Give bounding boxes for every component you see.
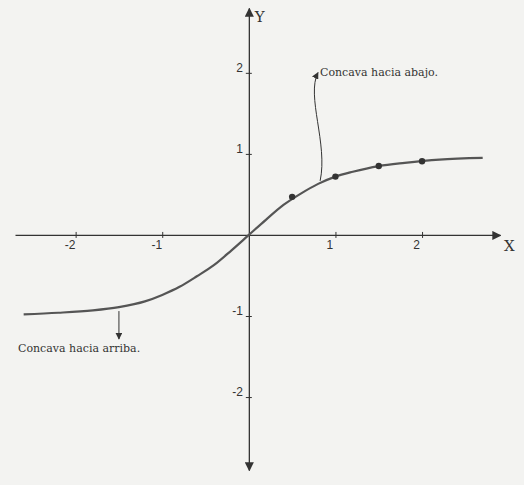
- point: [289, 194, 295, 200]
- x-tick-label: -2: [65, 238, 76, 252]
- y-tick: -2: [232, 385, 252, 399]
- y-tick: 2: [236, 61, 252, 75]
- x-tick-mark: [422, 232, 423, 238]
- y-tick-mark: [246, 397, 252, 398]
- x-tick-label: -1: [151, 238, 162, 252]
- y-tick-mark: [246, 73, 252, 74]
- x-tick-mark: [76, 232, 77, 238]
- leader-line: [314, 73, 322, 181]
- y-tick-label: 2: [236, 61, 243, 75]
- x-tick-label: 2: [413, 238, 420, 252]
- x-tick-mark: [335, 232, 336, 238]
- curve: [24, 158, 483, 314]
- leader-line: [118, 311, 119, 339]
- y-tick: 1: [236, 142, 252, 156]
- x-axis: -2 -1 1 2: [16, 232, 501, 253]
- x-tick: 1: [327, 232, 336, 253]
- y-tick: -1: [232, 304, 252, 318]
- y-tick-label: 1: [236, 142, 243, 156]
- point: [419, 158, 425, 164]
- x-axis-title: X: [504, 237, 515, 255]
- y-tick-mark: [246, 316, 252, 317]
- chart: -2 -1 1 2 -2 -1 1 2 X Y Concava hacia abajo. Concav…: [0, 0, 524, 485]
- x-axis-line: [16, 235, 501, 236]
- point: [376, 163, 382, 169]
- y-axis: -2 -1 1 2: [232, 9, 252, 471]
- x-tick: -2: [65, 232, 76, 253]
- y-tick-label: -1: [232, 304, 243, 318]
- point: [332, 173, 338, 179]
- plot-area: [24, 158, 483, 314]
- x-tick-label: 1: [327, 238, 334, 252]
- annotation: Concava hacia abajo.: [320, 66, 438, 79]
- x-tick: 2: [413, 232, 422, 253]
- y-tick-label: -2: [232, 385, 243, 399]
- y-axis-line: [249, 9, 250, 471]
- x-tick: -1: [151, 232, 162, 253]
- y-tick-mark: [246, 154, 252, 155]
- annotation: Concava hacia arriba.: [18, 342, 140, 355]
- x-tick-mark: [162, 232, 163, 238]
- y-axis-title: Y: [254, 8, 266, 26]
